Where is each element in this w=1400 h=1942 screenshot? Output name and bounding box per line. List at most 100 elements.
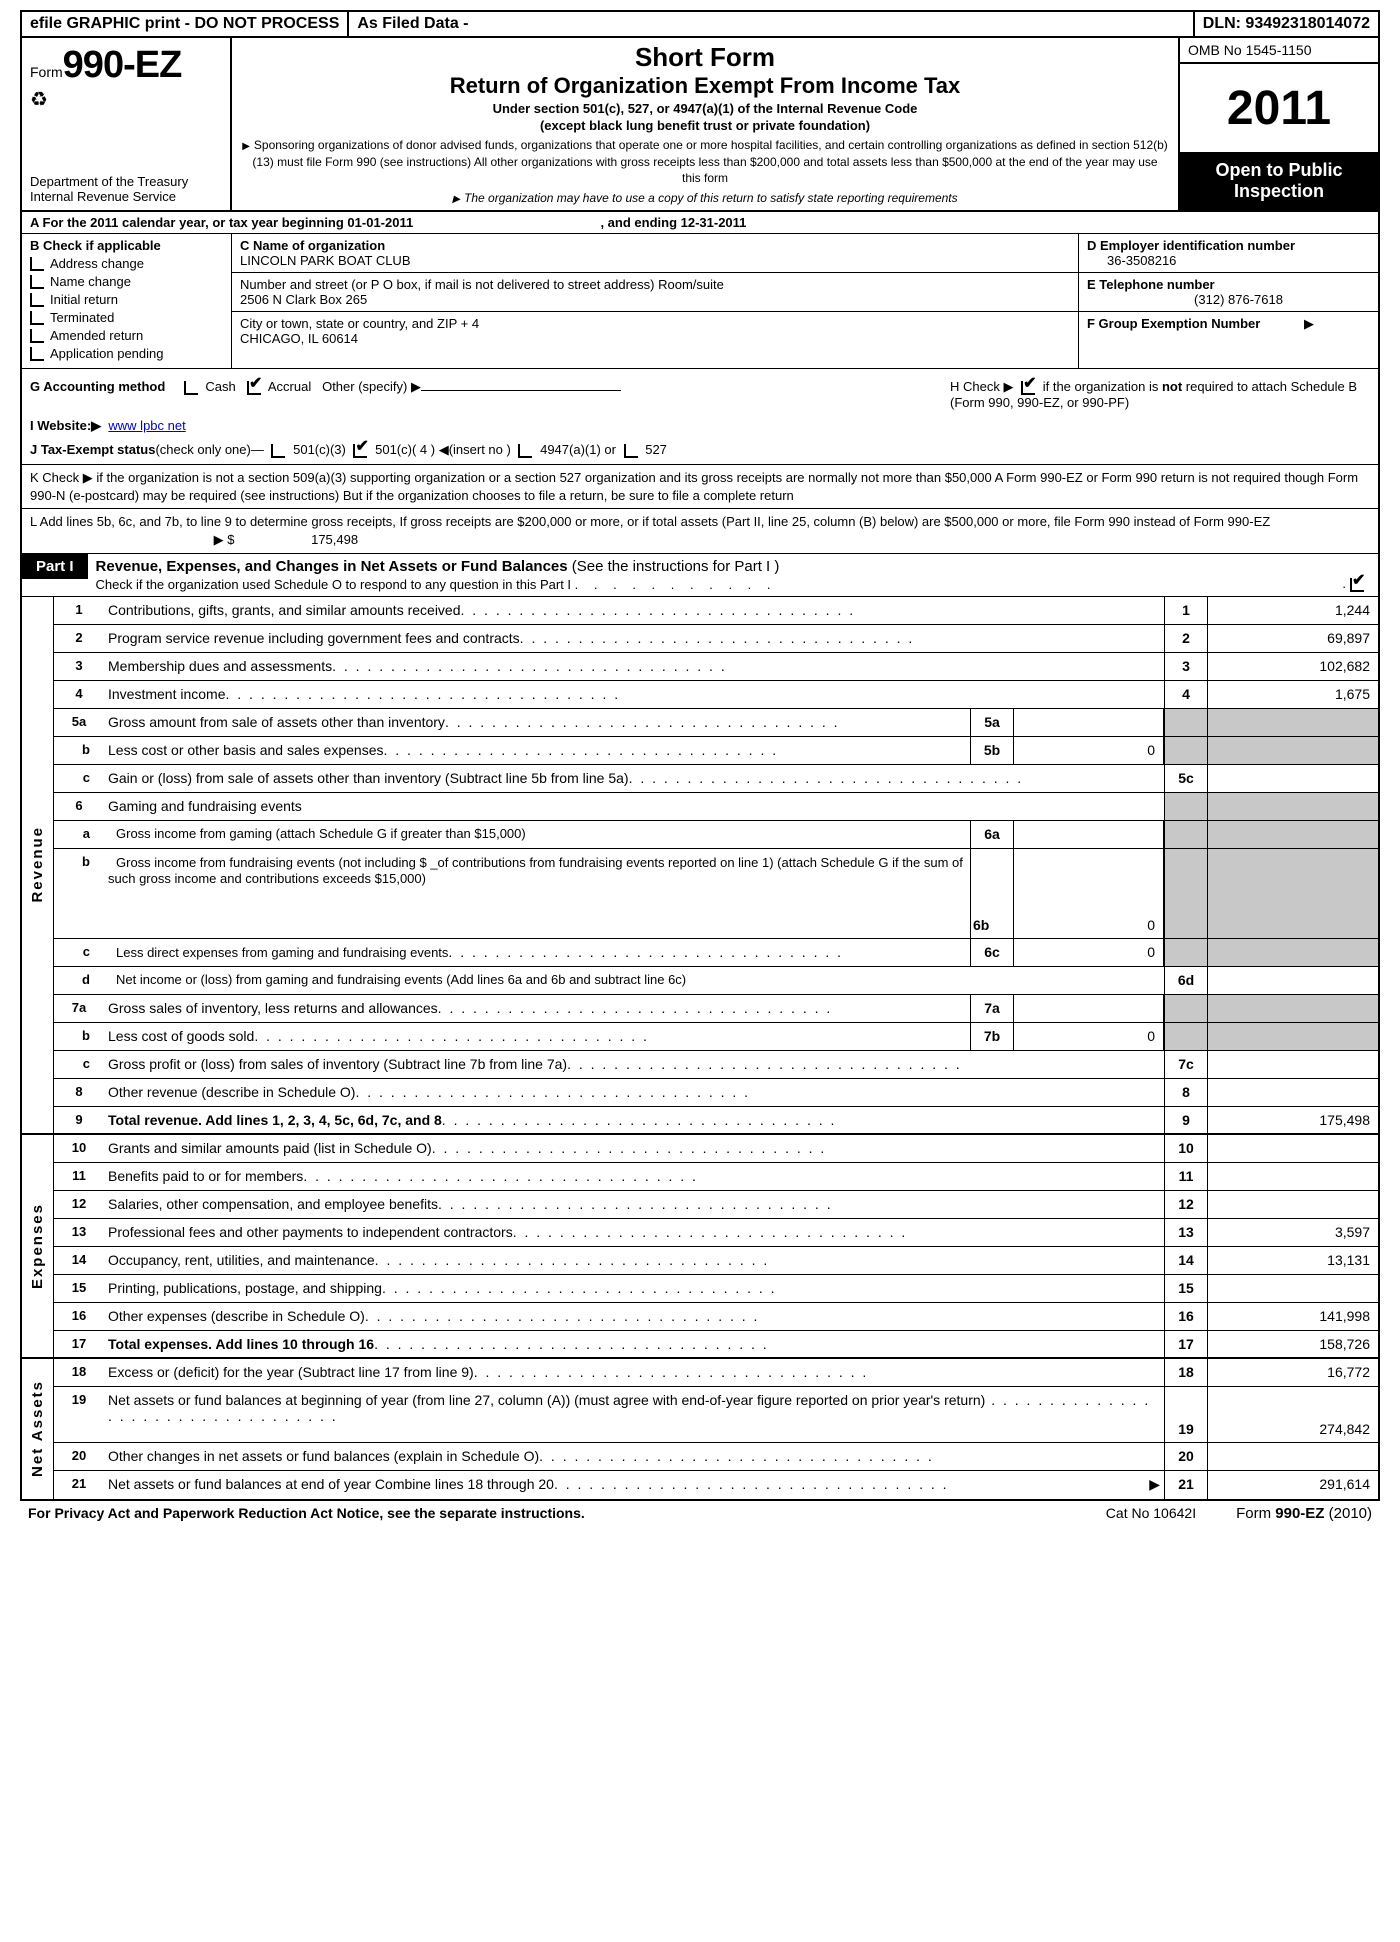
line-2-value: 69,897 — [1208, 625, 1378, 652]
part-1-header: Part I Revenue, Expenses, and Changes in… — [20, 554, 1380, 597]
line-8-value — [1208, 1079, 1378, 1106]
column-c-org-info: C Name of organization LINCOLN PARK BOAT… — [232, 234, 1078, 368]
line-21-value: 291,614 — [1208, 1471, 1378, 1499]
line-6d-value — [1208, 967, 1378, 994]
tel-value: (312) 876-7618 — [1087, 292, 1370, 307]
tax-year: 2011 — [1180, 64, 1378, 152]
line-18-value: 16,772 — [1208, 1359, 1378, 1386]
chk-name-change[interactable] — [30, 275, 44, 289]
line-6c-value: 0 — [1014, 939, 1164, 966]
chk-501c[interactable] — [353, 444, 367, 458]
org-name: LINCOLN PARK BOAT CLUB — [240, 253, 1070, 268]
row-a-tax-year: A For the 2011 calendar year, or tax yea… — [20, 212, 1380, 234]
line-14-value: 13,131 — [1208, 1247, 1378, 1274]
column-d-ids: D Employer identification number 36-3508… — [1078, 234, 1378, 368]
side-label-net-assets: Net Assets — [22, 1359, 54, 1499]
chk-application-pending[interactable] — [30, 347, 44, 361]
form-number: 990-EZ — [63, 44, 182, 86]
c-name-label: C Name of organization — [240, 238, 385, 253]
header-note-2: The organization may have to use a copy … — [242, 190, 1168, 207]
chk-terminated[interactable] — [30, 311, 44, 325]
page-footer: For Privacy Act and Paperwork Reduction … — [20, 1501, 1380, 1526]
chk-accrual[interactable] — [247, 381, 261, 395]
form-990ez-page: efile GRAPHIC print - DO NOT PROCESS As … — [0, 0, 1400, 1536]
dln-label: DLN: 93492318014072 — [1193, 12, 1378, 36]
form-prefix: Form — [30, 64, 63, 80]
line-7c-value — [1208, 1051, 1378, 1078]
line-16-value: 141,998 — [1208, 1303, 1378, 1330]
line-7a-value — [1014, 995, 1164, 1022]
b-header: B Check if applicable — [30, 238, 161, 253]
subtitle-section: Under section 501(c), 527, or 4947(a)(1)… — [242, 101, 1168, 116]
column-b-checkboxes: B Check if applicable Address change Nam… — [22, 234, 232, 368]
line-12-value — [1208, 1191, 1378, 1218]
line-3-value: 102,682 — [1208, 653, 1378, 680]
d-ein-label: D Employer identification number — [1087, 238, 1295, 253]
part-1-table: Revenue 1Contributions, gifts, grants, a… — [20, 597, 1380, 1501]
footer-form: Form 990-EZ (2010) — [1236, 1505, 1372, 1522]
section-k: K Check ▶ if the organization is not a s… — [20, 465, 1380, 509]
subtitle-except: (except black lung benefit trust or priv… — [242, 118, 1168, 133]
header-middle: Short Form Return of Organization Exempt… — [232, 38, 1178, 210]
line-4-value: 1,675 — [1208, 681, 1378, 708]
asfiled-label: As Filed Data - — [347, 12, 476, 36]
chk-amended-return[interactable] — [30, 329, 44, 343]
side-label-revenue: Revenue — [22, 597, 54, 1135]
dept-treasury: Department of the Treasury — [30, 174, 222, 189]
h-schedule-b: H Check ▶ if the organization is not req… — [950, 379, 1370, 410]
title-short-form: Short Form — [242, 42, 1168, 73]
recycle-icon: ♻ — [30, 87, 222, 112]
g-accounting: G Accounting method Cash Accrual Other (… — [30, 379, 950, 410]
chk-not-required-sched-b[interactable] — [1021, 381, 1035, 395]
footer-privacy: For Privacy Act and Paperwork Reduction … — [28, 1505, 585, 1522]
header-right: OMB No 1545-1150 2011 Open to Public Ins… — [1178, 38, 1378, 210]
open-to-public: Open to Public Inspection — [1180, 152, 1378, 210]
part-1-title: Revenue, Expenses, and Changes in Net As… — [88, 554, 1343, 596]
chk-address-change[interactable] — [30, 257, 44, 271]
e-tel-label: E Telephone number — [1087, 277, 1215, 292]
chk-cash[interactable] — [184, 381, 198, 395]
line-5c-value — [1208, 765, 1378, 792]
i-website: I Website:▶ www lpbc net — [30, 418, 1370, 434]
form-header: Form990-EZ ♻ Department of the Treasury … — [20, 38, 1380, 212]
chk-part1-schedule-o[interactable] — [1350, 578, 1364, 592]
chk-527[interactable] — [624, 444, 638, 458]
efile-label: efile GRAPHIC print - DO NOT PROCESS — [22, 12, 347, 36]
omb-number: OMB No 1545-1150 — [1180, 38, 1378, 64]
chk-initial-return[interactable] — [30, 293, 44, 307]
line-5b-value: 0 — [1014, 737, 1164, 764]
section-ghij: G Accounting method Cash Accrual Other (… — [20, 369, 1380, 465]
header-note-1: Sponsoring organizations of donor advise… — [242, 137, 1168, 186]
j-tax-exempt: J Tax-Exempt status(check only one)— 501… — [30, 442, 1370, 458]
section-bcdef: B Check if applicable Address change Nam… — [20, 234, 1380, 369]
line-19-value: 274,842 — [1208, 1387, 1378, 1442]
line-13-value: 3,597 — [1208, 1219, 1378, 1246]
header-left: Form990-EZ ♻ Department of the Treasury … — [22, 38, 232, 210]
f-group-label: F Group Exemption Number — [1087, 316, 1260, 331]
line-6a-value — [1014, 821, 1164, 848]
l-amount: 175,498 — [238, 531, 358, 549]
line-7b-value: 0 — [1014, 1023, 1164, 1050]
ein-value: 36-3508216 — [1087, 253, 1370, 268]
chk-4947a1[interactable] — [518, 444, 532, 458]
org-address: 2506 N Clark Box 265 — [240, 292, 1070, 307]
f-arrow: ▶ — [1304, 316, 1314, 331]
line-9-value: 175,498 — [1208, 1107, 1378, 1133]
chk-501c3[interactable] — [271, 444, 285, 458]
dept-irs: Internal Revenue Service — [30, 189, 222, 204]
c-city-label: City or town, state or country, and ZIP … — [240, 316, 1070, 331]
line-11-value — [1208, 1163, 1378, 1190]
top-bar: efile GRAPHIC print - DO NOT PROCESS As … — [20, 10, 1380, 38]
line-17-value: 158,726 — [1208, 1331, 1378, 1357]
line-5a-value — [1014, 709, 1164, 736]
line-6b-value: 0 — [1014, 849, 1164, 938]
line-15-value — [1208, 1275, 1378, 1302]
side-label-expenses: Expenses — [22, 1135, 54, 1359]
line-1-value: 1,244 — [1208, 597, 1378, 624]
line-10-value — [1208, 1135, 1378, 1162]
part-1-label: Part I — [22, 554, 88, 579]
c-addr-label: Number and street (or P O box, if mail i… — [240, 277, 1070, 292]
title-return: Return of Organization Exempt From Incom… — [242, 73, 1168, 99]
footer-catno: Cat No 10642I — [1106, 1505, 1196, 1522]
website-link[interactable]: www lpbc net — [108, 418, 185, 433]
